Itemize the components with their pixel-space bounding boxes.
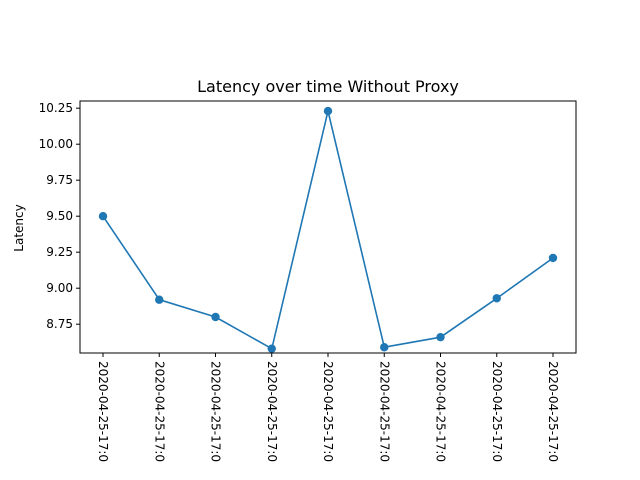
y-tick-label: 8.75 bbox=[46, 317, 73, 331]
y-axis-label: Latency bbox=[12, 204, 26, 251]
data-point bbox=[211, 312, 220, 322]
data-point bbox=[155, 295, 164, 304]
plot-area bbox=[98, 106, 558, 353]
chart-title: Latency over time Without Proxy bbox=[197, 77, 459, 96]
y-tick-label: 9.00 bbox=[46, 281, 73, 295]
x-tick-label: 2020-04-25-17:0 bbox=[321, 361, 335, 462]
y-tick-label: 10.00 bbox=[39, 137, 73, 151]
axes-frame bbox=[79, 100, 577, 354]
x-tick-label: 2020-04-25-17:0 bbox=[152, 361, 166, 462]
data-point bbox=[436, 332, 445, 342]
y-axis: 8.75 9.00 9.25 9.50 9.75 10.00 10.25 bbox=[39, 101, 80, 331]
y-tick-label: 9.75 bbox=[46, 173, 73, 187]
y-tick-label: 9.50 bbox=[46, 209, 73, 223]
data-point bbox=[98, 212, 108, 221]
y-tick-label: 10.25 bbox=[39, 101, 73, 115]
x-tick-label: 2020-04-25-17:0 bbox=[490, 361, 504, 462]
x-tick-label: 2020-04-25-17:0 bbox=[434, 361, 448, 462]
data-point bbox=[492, 294, 501, 303]
x-axis: 2020-04-25-17:0 2020-04-25-17:0 2020-04-25… bbox=[96, 353, 560, 462]
data-point bbox=[267, 344, 276, 353]
x-tick-label: 2020-04-25-17:0 bbox=[377, 361, 391, 462]
x-tick-label: 2020-04-25-17:0 bbox=[265, 361, 279, 462]
data-point bbox=[548, 253, 558, 263]
series-line bbox=[102, 110, 554, 350]
x-tick-label: 2020-04-25-17:0 bbox=[209, 361, 223, 462]
x-tick-label: 2020-04-25-17:0 bbox=[546, 361, 560, 462]
data-point bbox=[323, 106, 333, 116]
x-tick-label: 2020-04-25-17:0 bbox=[96, 361, 110, 462]
y-tick-label: 9.25 bbox=[46, 245, 73, 259]
data-point bbox=[380, 343, 389, 352]
